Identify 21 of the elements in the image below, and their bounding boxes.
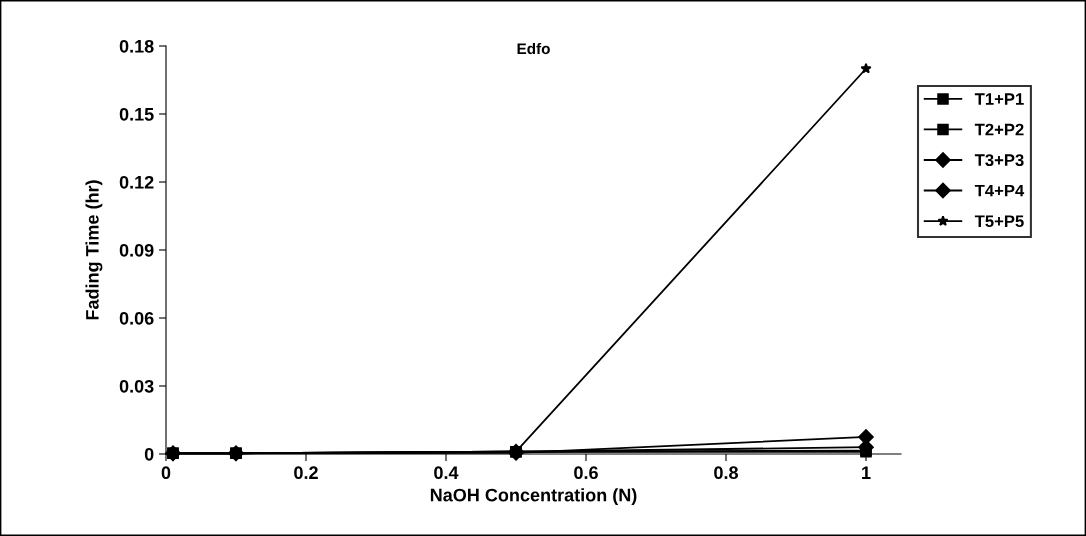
y-axis-title: Fading Time (hr) (85, 180, 103, 320)
x-tick-label: 1 (862, 466, 871, 479)
legend-label: T5+P5 (974, 215, 1024, 228)
y-tick-label: 0.15 (119, 107, 154, 121)
x-tick-label: 0.4 (434, 466, 459, 480)
x-axis-title: NaOH Concentration (N) (430, 488, 637, 506)
legend-label: T3+P3 (974, 154, 1024, 167)
y-tick-label: 0.03 (119, 379, 154, 393)
legend-label: T4+P4 (974, 184, 1025, 197)
y-tick-label: 0 (144, 447, 154, 461)
legend-label: T2+P2 (974, 123, 1024, 136)
y-tick-label: 0.06 (119, 311, 154, 325)
x-tick-label: 0.8 (714, 466, 738, 480)
x-tick-label: 0.6 (574, 466, 598, 480)
y-tick-label: 0.12 (119, 175, 154, 189)
x-tick-label: 0.2 (294, 466, 318, 480)
legend-label: T1+P1 (974, 93, 1024, 105)
y-tick-label: 0.09 (119, 243, 154, 257)
chart-title: Edfo (517, 42, 550, 55)
y-tick-label: 0.18 (119, 39, 154, 53)
x-tick-label: 0 (161, 466, 171, 480)
